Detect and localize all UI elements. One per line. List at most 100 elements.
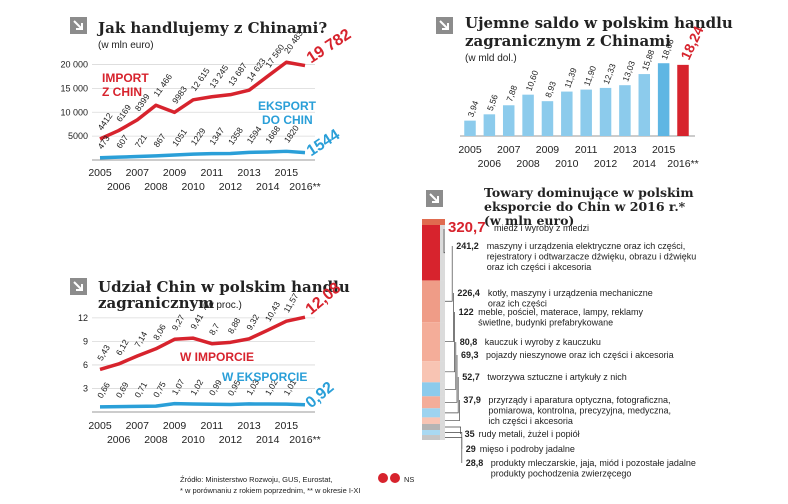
data-label: 12 615	[189, 66, 212, 93]
arrow-icon-glyph	[439, 20, 449, 30]
x-tick-label: 2015	[275, 167, 299, 179]
data-label: 9,32	[244, 312, 261, 332]
x-tick-label: 2008	[516, 158, 540, 170]
category-label: kotły, maszyny i urządzenia mechaniczne	[488, 288, 653, 298]
arrow-icon-glyph	[73, 20, 83, 30]
x-tick-label: 2005	[88, 167, 112, 179]
series-name-import: IMPORT	[102, 71, 149, 85]
y-tick-label: 20 000	[60, 60, 88, 70]
chart-title: zagranicznym z Chinami	[465, 32, 671, 50]
stacked-segment-side	[440, 225, 445, 281]
category-label: produkty pochodzenia zwierzęcego	[491, 469, 632, 479]
x-tick-label: 2009	[163, 420, 187, 432]
series-name-import: Z CHIN	[102, 85, 142, 99]
stacked-segment	[422, 322, 440, 362]
series-name-export: EKSPORT	[258, 99, 317, 113]
data-label: 0,71	[132, 380, 149, 400]
chart-title: Udział Chin w polskim handlu	[98, 278, 350, 296]
x-tick-label: 2008	[144, 181, 168, 193]
stacked-segment-side	[440, 430, 445, 436]
series-name-export: W EKSPORCIE	[222, 370, 307, 384]
corner-arrow-icon	[436, 17, 453, 34]
category-label: maszyny i urządzenia elektryczne oraz ic…	[487, 241, 686, 251]
chart-title: (w mln euro)	[484, 213, 574, 228]
x-tick-label: 2015	[652, 144, 676, 156]
stacked-segment	[422, 280, 440, 323]
data-label: 6,12	[114, 337, 131, 357]
stacked-segment	[422, 361, 440, 383]
logo-circle	[378, 473, 388, 483]
leader-line	[445, 437, 463, 463]
data-label: 241,2	[456, 241, 479, 251]
x-tick-label: 2008	[144, 434, 168, 446]
bar	[619, 85, 631, 136]
data-label: 867	[151, 131, 167, 149]
stacked-segment	[422, 423, 440, 431]
data-label: 9983	[170, 84, 189, 105]
x-tick-label: 2011	[575, 144, 598, 156]
leader-line	[445, 377, 459, 414]
category-label: tworzywa sztuczne i artykuły z nich	[487, 372, 627, 382]
data-label: 3,94	[465, 99, 480, 118]
data-label: 13 245	[207, 63, 230, 90]
x-tick-label: 2005	[458, 144, 482, 156]
source-note: Źródło: Ministerstwo Rozwoju, GUS, Euros…	[180, 475, 333, 484]
series-name-import: W IMPORCIE	[180, 350, 254, 364]
data-label: 12,33	[601, 62, 618, 86]
data-label: 8,93	[543, 80, 558, 99]
category-label: produkty mleczarskie, jaja, miód i pozos…	[491, 458, 696, 468]
data-label: 1594	[245, 124, 264, 145]
stacked-segment	[422, 382, 440, 397]
bar	[638, 74, 651, 136]
corner-arrow-icon	[70, 17, 87, 34]
leader-line	[445, 246, 453, 302]
data-label: 8,7	[207, 321, 222, 336]
x-tick-label: 2006	[478, 158, 502, 170]
stacked-segment	[422, 417, 440, 424]
data-label: 8,06	[151, 322, 168, 342]
stacked-segment-side	[440, 408, 445, 418]
category-label: pomiarowa, kontrolna, precyzyjna, medycz…	[488, 406, 671, 416]
x-tick-label: 2013	[613, 144, 637, 156]
data-label: 9,41	[188, 312, 205, 332]
data-label: 4412	[95, 111, 114, 132]
stacked-segment-side	[440, 417, 445, 424]
data-label: 7,88	[504, 84, 519, 103]
x-tick-label: 2006	[107, 181, 131, 193]
x-tick-label: 2012	[594, 158, 618, 170]
bar	[541, 101, 554, 136]
data-label: 320,7	[448, 219, 486, 236]
data-label: 5,43	[95, 343, 112, 363]
x-tick-label: 2012	[219, 434, 243, 446]
category-label: rejestratory i odtwarzacze dźwięku, obra…	[487, 252, 697, 262]
data-label: 721	[133, 132, 149, 150]
series-line-import	[99, 60, 306, 141]
stacked-segment-side	[440, 361, 445, 383]
x-tick-label: 2009	[163, 167, 187, 179]
data-label: 607	[114, 133, 130, 151]
x-tick-label: 2005	[88, 420, 112, 432]
x-tick-label: 2013	[237, 167, 261, 179]
logo-circle	[390, 473, 400, 483]
stacked-segment-side	[440, 396, 445, 409]
leader-line	[445, 293, 454, 343]
data-label: 10,60	[524, 69, 541, 93]
corner-arrow-icon	[70, 278, 87, 295]
category-label: miedź i wyroby z miedzi	[494, 223, 589, 233]
data-label-final: 1544	[304, 126, 343, 160]
x-tick-label: 2016**	[667, 158, 699, 170]
chart-title: eksporcie do Chin w 2016 r.*	[484, 199, 686, 214]
y-tick-label: 12	[78, 313, 88, 323]
stacked-segment-side	[440, 322, 445, 362]
data-label: 11 466	[151, 72, 174, 99]
bar	[657, 63, 670, 137]
stacked-segment	[422, 435, 440, 440]
x-tick-label: 2010	[182, 181, 206, 193]
series-name-export: DO CHIN	[262, 113, 313, 127]
data-label: 11,39	[562, 66, 579, 89]
leader-line	[445, 400, 460, 422]
data-label: 69,3	[461, 350, 479, 360]
data-label-final: 0,92	[303, 379, 338, 412]
